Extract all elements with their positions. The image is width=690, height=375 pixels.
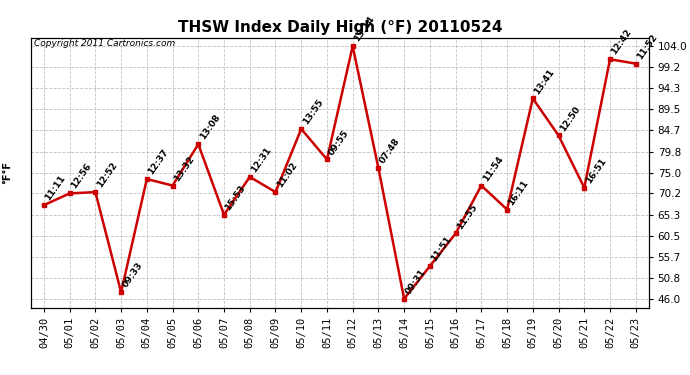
Text: 15:53: 15:53 [224,183,248,212]
Text: 11:11: 11:11 [43,174,68,202]
Text: 12:52: 12:52 [95,161,119,189]
Text: 11:52: 11:52 [635,32,659,61]
Text: 11:51: 11:51 [429,235,453,263]
Text: 09:55: 09:55 [326,128,351,157]
Text: 07:48: 07:48 [378,136,402,165]
Text: 13:14: 13:14 [353,15,376,44]
Text: 12:50: 12:50 [558,104,582,133]
Text: 11:54: 11:54 [481,154,505,183]
Text: 13:08: 13:08 [198,113,221,141]
Text: 09:33: 09:33 [121,261,144,290]
Text: 12:37: 12:37 [146,147,170,176]
Text: 13:55: 13:55 [301,98,324,126]
Text: 13:41: 13:41 [533,67,556,96]
Text: 12:56: 12:56 [69,162,93,190]
Text: 11:55: 11:55 [455,202,479,231]
Text: 16:11: 16:11 [506,178,531,207]
Text: 12:42: 12:42 [609,28,633,57]
Text: 11:02: 11:02 [275,161,299,189]
Text: 09:31: 09:31 [404,267,428,296]
Text: 12:31: 12:31 [249,146,273,174]
Title: THSW Index Daily High (°F) 20110524: THSW Index Daily High (°F) 20110524 [177,20,502,35]
Text: °F°F: °F°F [3,161,12,184]
Text: 16:51: 16:51 [584,156,608,185]
Text: Copyright 2011 Cartronics.com: Copyright 2011 Cartronics.com [34,39,175,48]
Text: 13:32: 13:32 [172,154,196,183]
